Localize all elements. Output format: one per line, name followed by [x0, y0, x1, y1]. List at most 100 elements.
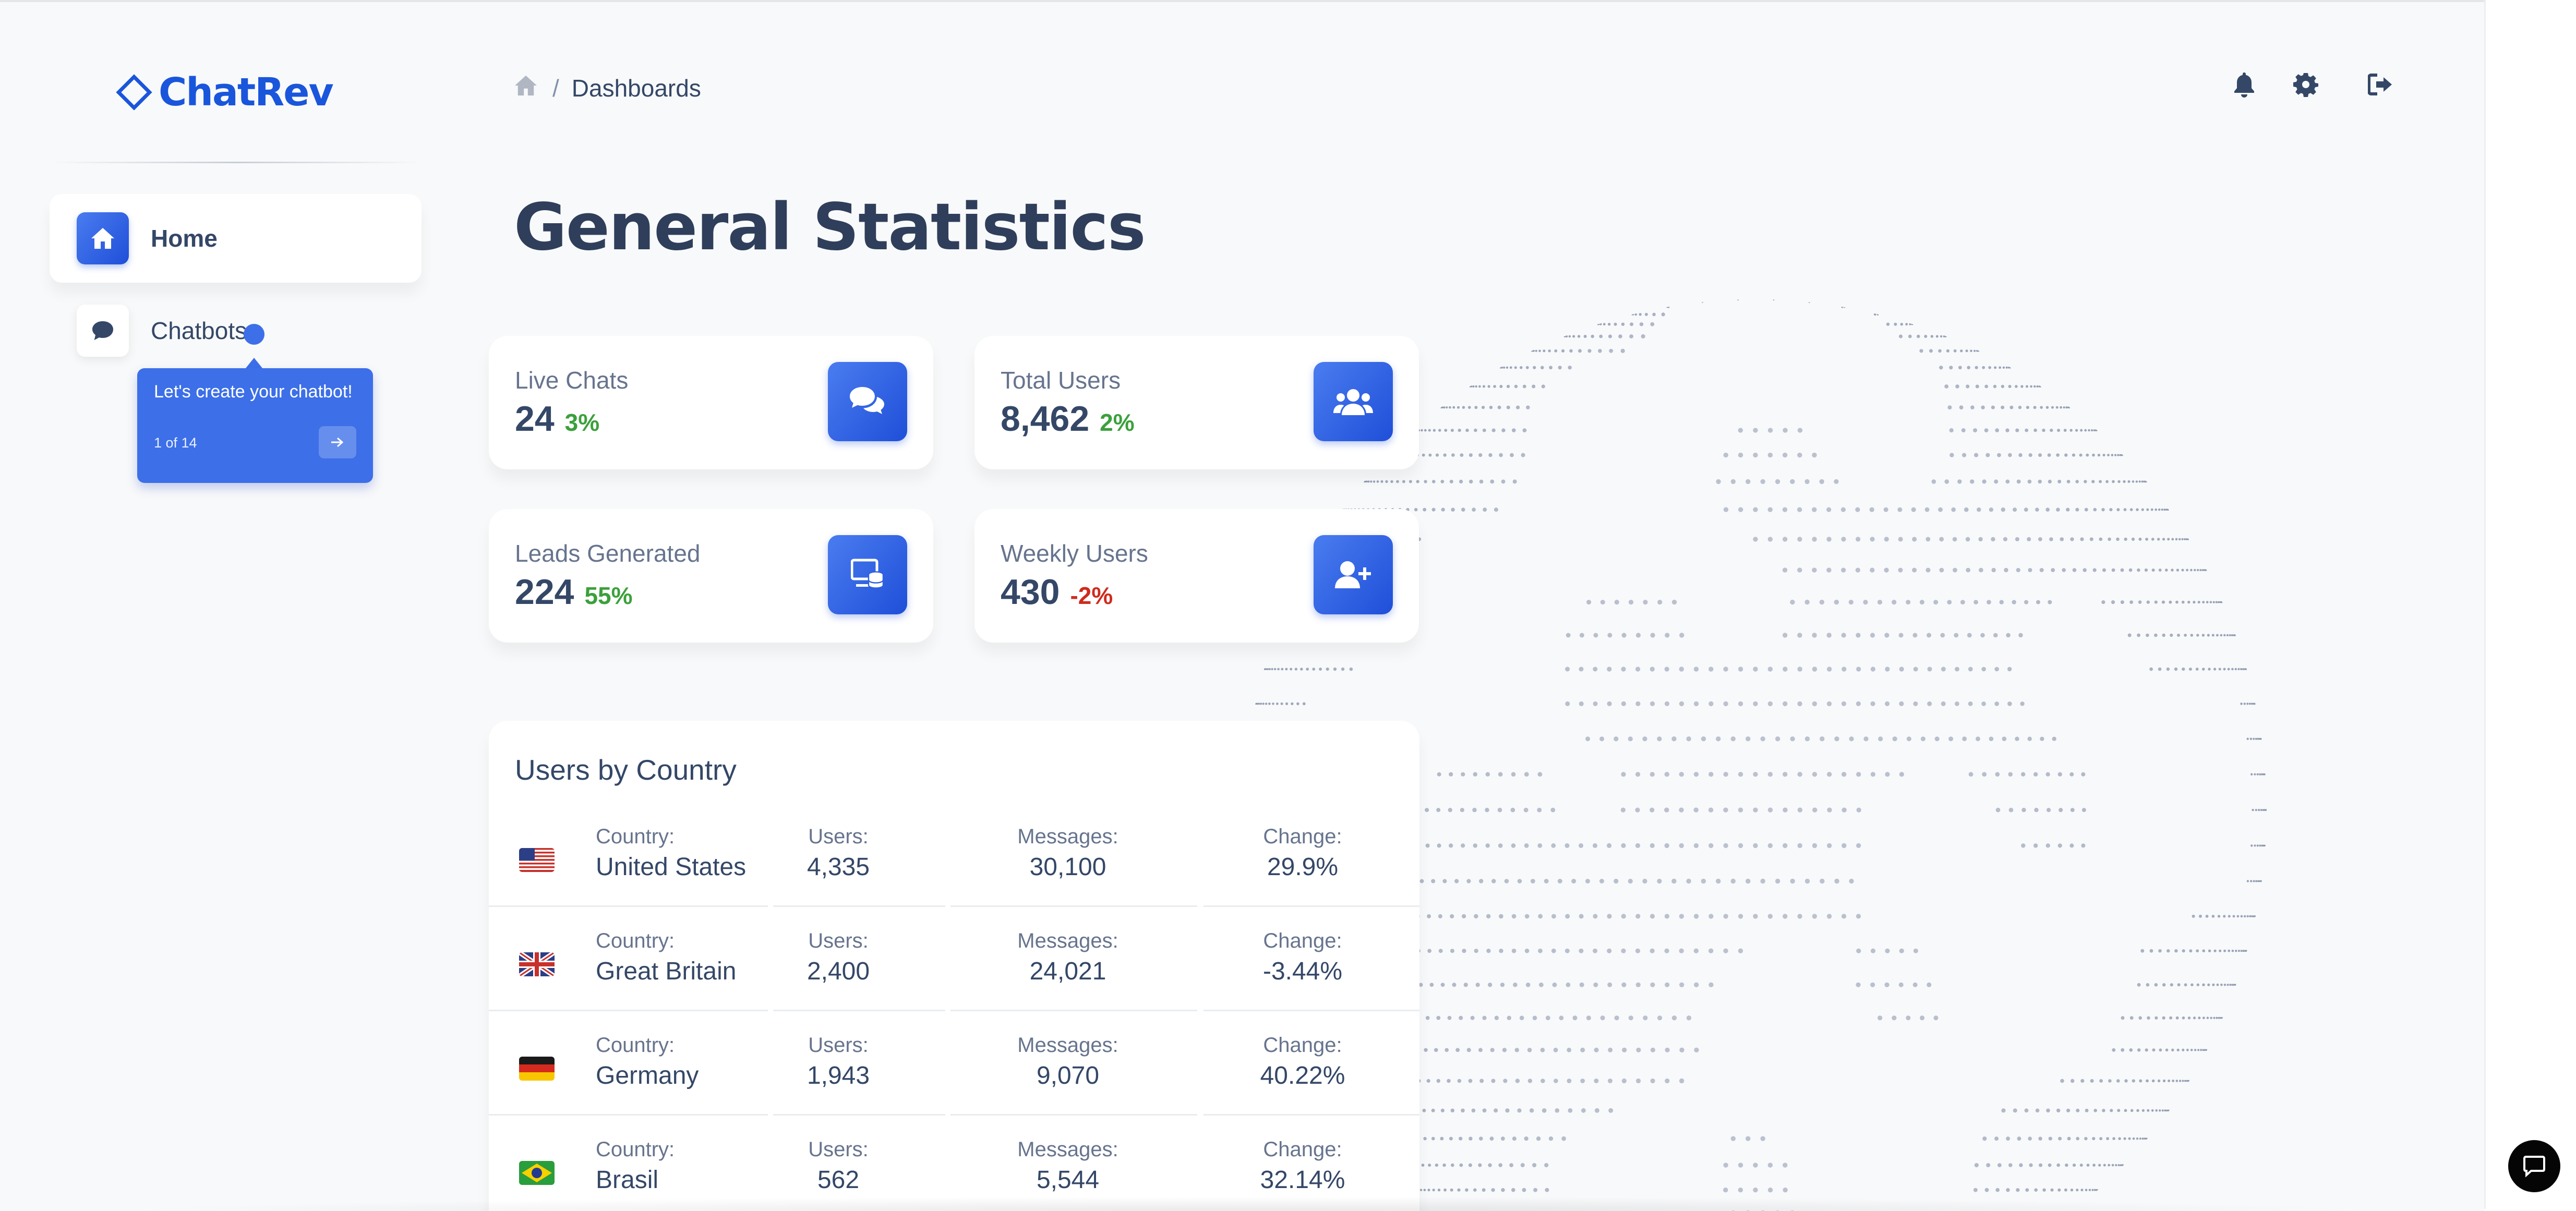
us-flag-icon	[519, 848, 555, 872]
country-name: Great Britain	[596, 957, 736, 986]
change-cell: Change: 40.22%	[1250, 1034, 1355, 1090]
tour-pointer	[246, 358, 262, 368]
column-label: Change:	[1250, 1034, 1355, 1057]
sidebar-item-home[interactable]: Home	[50, 194, 422, 283]
sidebar-item-label: Chatbots	[151, 317, 247, 345]
brand-logo[interactable]: ChatRev	[115, 70, 333, 115]
column-label: Country:	[596, 929, 736, 953]
column-label: Users:	[786, 1138, 890, 1161]
messages-cell: Messages: 30,100	[984, 825, 1151, 881]
column-label: Messages:	[984, 825, 1151, 849]
stat-value: 430	[1001, 572, 1060, 612]
breadcrumb-home-link[interactable]	[514, 74, 538, 102]
stat-change: 2%	[1100, 408, 1134, 437]
country-name: United States	[596, 853, 746, 881]
home-icon	[514, 75, 538, 96]
change-value: -3.44%	[1250, 957, 1355, 986]
row-divider	[1203, 905, 1419, 907]
stat-change: 3%	[565, 408, 599, 437]
country-cell: Country: United States	[596, 825, 746, 881]
gear-icon	[2293, 72, 2318, 97]
home-icon	[77, 212, 129, 264]
country-cell: Country: Germany	[596, 1034, 699, 1090]
chat-widget-icon	[2523, 1155, 2546, 1178]
users-value: 2,400	[786, 957, 890, 986]
row-divider	[773, 1114, 945, 1116]
change-value: 32.14%	[1250, 1166, 1355, 1194]
messages-value: 30,100	[984, 853, 1151, 881]
stat-value: 24	[515, 398, 555, 439]
column-label: Messages:	[984, 1138, 1151, 1161]
chat-bubble-icon	[77, 305, 129, 357]
tour-step-count: 1 of 14	[154, 435, 197, 451]
column-label: Users:	[786, 1034, 890, 1057]
column-label: Change:	[1250, 1138, 1355, 1161]
column-label: Country:	[596, 1138, 675, 1161]
row-divider	[489, 1010, 768, 1011]
sidebar-item-chatbots[interactable]: Chatbots	[50, 305, 247, 357]
leads-database-icon	[828, 535, 907, 614]
column-label: Change:	[1250, 825, 1355, 849]
column-label: Messages:	[984, 1034, 1151, 1057]
settings-button[interactable]	[2290, 69, 2321, 100]
table-row[interactable]: Country: Great Britain Users: 2,400 Mess…	[489, 929, 1419, 1034]
country-cell: Country: Brasil	[596, 1138, 675, 1194]
card-title: Users by Country	[515, 753, 737, 786]
app-window: ChatRev Home Chatbots Let's create your …	[0, 0, 2484, 1211]
users-value: 562	[786, 1166, 890, 1194]
user-plus-icon	[1314, 535, 1393, 614]
sidebar-item-label: Home	[151, 224, 218, 252]
column-label: Country:	[596, 1034, 699, 1057]
change-cell: Change: 32.14%	[1250, 1138, 1355, 1194]
br-flag-icon	[519, 1161, 555, 1185]
messages-value: 9,070	[984, 1061, 1151, 1090]
row-divider	[773, 905, 945, 907]
bell-icon	[2233, 71, 2256, 98]
stat-label: Weekly Users	[1001, 539, 1148, 567]
brand-name: ChatRev	[159, 70, 333, 115]
users-cell: Users: 562	[786, 1138, 890, 1194]
row-divider	[773, 1010, 945, 1011]
notifications-button[interactable]	[2229, 69, 2260, 100]
column-label: Users:	[786, 825, 890, 849]
users-cell: Users: 1,943	[786, 1034, 890, 1090]
sidebar-divider	[50, 162, 423, 163]
sign-out-icon	[2368, 73, 2394, 96]
stat-card-live-chats: Live Chats 24 3%	[489, 336, 933, 469]
messages-value: 24,021	[984, 957, 1151, 986]
breadcrumb-current: Dashboards	[572, 74, 701, 102]
column-label: Change:	[1250, 929, 1355, 953]
arrow-right-icon	[330, 437, 345, 448]
breadcrumb: / Dashboards	[514, 74, 701, 102]
country-name: Brasil	[596, 1166, 675, 1194]
stat-label: Total Users	[1001, 366, 1121, 394]
messages-cell: Messages: 9,070	[984, 1034, 1151, 1090]
table-row[interactable]: Country: United States Users: 4,335 Mess…	[489, 825, 1419, 929]
row-divider	[950, 905, 1197, 907]
change-cell: Change: -3.44%	[1250, 929, 1355, 986]
page-title: General Statistics	[514, 190, 1145, 265]
row-divider	[489, 1114, 768, 1116]
tour-text: Let's create your chatbot!	[154, 382, 353, 402]
change-value: 40.22%	[1250, 1061, 1355, 1090]
column-label: Country:	[596, 825, 746, 849]
gb-flag-icon	[519, 952, 555, 976]
tour-next-button[interactable]	[319, 426, 356, 458]
stat-change: -2%	[1070, 582, 1113, 610]
tour-tooltip: Let's create your chatbot! 1 of 14	[137, 368, 373, 483]
column-label: Messages:	[984, 929, 1151, 953]
stat-label: Leads Generated	[515, 539, 701, 567]
users-cell: Users: 4,335	[786, 825, 890, 881]
table-row[interactable]: Country: Germany Users: 1,943 Messages: …	[489, 1034, 1419, 1138]
change-value: 29.9%	[1250, 853, 1355, 881]
country-name: Germany	[596, 1061, 699, 1090]
stat-card-weekly-users: Weekly Users 430 -2%	[974, 509, 1419, 643]
row-divider	[1203, 1010, 1419, 1011]
stat-label: Live Chats	[515, 366, 628, 394]
sign-out-button[interactable]	[2365, 69, 2397, 100]
chat-widget-button[interactable]	[2508, 1140, 2560, 1192]
comments-icon	[828, 362, 907, 441]
users-value: 4,335	[786, 853, 890, 881]
messages-cell: Messages: 24,021	[984, 929, 1151, 986]
tour-beacon[interactable]	[244, 324, 264, 345]
